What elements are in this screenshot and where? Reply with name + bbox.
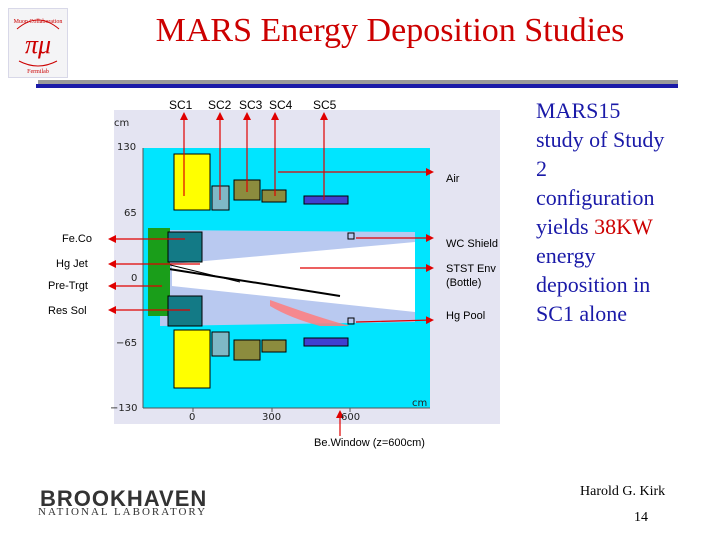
muon-collaboration-logo: πμ Muon Collaboration Fermilab xyxy=(8,8,68,78)
title-rule xyxy=(36,84,678,88)
label-be-window: Be.Window (z=600cm) xyxy=(314,437,425,449)
author-name: Harold G. Kirk xyxy=(580,484,666,499)
label-sc2: SC2 xyxy=(208,98,232,112)
side-line-7: deposition in xyxy=(536,272,651,297)
label-sc4: SC4 xyxy=(269,98,293,112)
svg-text:Muon Collaboration: Muon Collaboration xyxy=(14,19,63,25)
side-line-5-text: yields xyxy=(536,214,595,239)
y-tick-65: 65 xyxy=(124,208,137,219)
y-tick-130: 130 xyxy=(117,142,137,153)
brookhaven-logo-text: BROOKHAVEN xyxy=(40,486,208,511)
svg-text:πμ: πμ xyxy=(25,30,51,59)
slide-title: MARS Energy Deposition Studies xyxy=(155,12,625,49)
label-hgjet: Hg Jet xyxy=(56,258,88,270)
beam-pipe-bottle xyxy=(172,242,415,312)
x-tick-label-300: 300 xyxy=(262,412,282,423)
label-pretrgt: Pre-Trgt xyxy=(48,280,88,292)
label-sc3: SC3 xyxy=(239,98,263,112)
hg-pool-region xyxy=(270,300,350,326)
arrow-hgpool xyxy=(355,316,434,325)
sc5-coil-lower xyxy=(303,337,349,347)
sc1-coil-upper xyxy=(173,153,211,211)
marker-pool xyxy=(347,317,355,325)
sc5-coil-upper xyxy=(303,195,349,205)
label-sc5: SC5 xyxy=(313,98,337,112)
y-unit: cm xyxy=(114,118,130,129)
sc3-coil-lower xyxy=(233,339,261,361)
feco-block xyxy=(148,228,170,316)
sc4-coil-upper xyxy=(261,189,287,203)
side-line-6: energy xyxy=(536,243,596,268)
side-summary: MARS15 study of Study 2 configuration yi… xyxy=(536,96,716,328)
label-feco: Fe.Co xyxy=(62,233,92,245)
marker-wc xyxy=(347,232,355,240)
title-rule-shadow xyxy=(38,80,678,84)
sc2-coil-lower xyxy=(211,331,230,357)
y-tick-neg65: −65 xyxy=(116,338,138,349)
pretrgt-upper xyxy=(167,231,203,263)
side-line-8: SC1 alone xyxy=(536,301,628,326)
side-line-1: MARS15 xyxy=(536,98,621,123)
side-line-3: 2 xyxy=(536,156,547,181)
label-sc1: SC1 xyxy=(169,98,193,112)
logo-graphic: πμ Muon Collaboration Fermilab xyxy=(14,19,63,75)
x-tick-label-0: 0 xyxy=(189,412,196,423)
page-number: 14 xyxy=(634,510,648,525)
side-line-4: configuration xyxy=(536,185,655,210)
label-stst-env: STST Env xyxy=(446,263,496,275)
y-tick-neg130: −130 xyxy=(110,403,138,414)
sc1-coil-lower xyxy=(173,329,211,389)
x-unit: cm xyxy=(412,398,428,409)
pretrgt-lower xyxy=(167,295,203,327)
y-tick-0: 0 xyxy=(131,273,138,284)
sc4-coil-lower xyxy=(261,339,287,353)
x-tick-label-600: 600 xyxy=(341,412,361,423)
label-ressol: Res Sol xyxy=(48,305,87,317)
side-line-5: yields 38KW xyxy=(536,212,716,241)
label-hgpool: Hg Pool xyxy=(446,310,486,322)
label-air: Air xyxy=(446,173,460,185)
label-stst-bottle: (Bottle) xyxy=(446,277,482,289)
side-line-2: study of Study xyxy=(536,127,665,152)
label-wcshield: WC Shield xyxy=(446,238,498,250)
svg-text:Fermilab: Fermilab xyxy=(27,69,49,75)
energy-value: 38KW xyxy=(594,214,653,239)
hg-jet-line xyxy=(149,265,341,297)
brookhaven-logo-subtext: NATIONAL LABORATORY xyxy=(38,506,208,518)
